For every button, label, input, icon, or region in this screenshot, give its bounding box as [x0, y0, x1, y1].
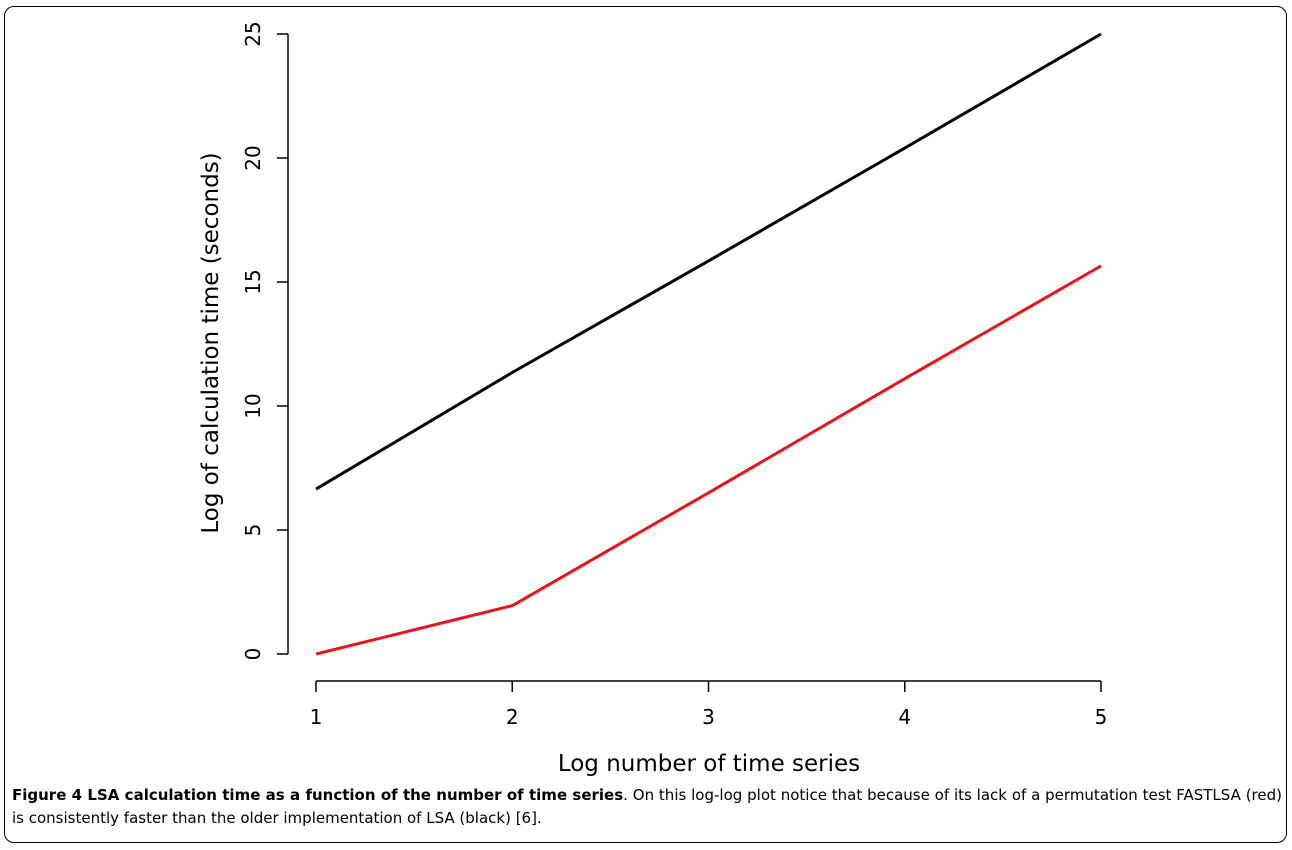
y-tick-label: 5: [241, 524, 265, 537]
y-tick-label: 15: [241, 269, 265, 294]
series-layer: [315, 32, 1102, 656]
series-line-2: [315, 264, 1102, 656]
x-tick-label: 4: [898, 705, 911, 729]
y-axis-title: Log of calculation time (seconds): [198, 152, 224, 533]
series-line-1: [315, 32, 1102, 491]
x-tick-label: 1: [310, 705, 323, 729]
x-axis: 1 2 3 4 5: [310, 680, 1108, 729]
x-tick-label: 5: [1095, 705, 1108, 729]
figure-caption: Figure 4 LSA calculation time as a funct…: [12, 784, 1282, 830]
x-tick-label: 3: [702, 705, 715, 729]
y-tick-label: 20: [241, 145, 265, 170]
caption-label: Figure 4 LSA calculation time as a funct…: [12, 786, 624, 804]
y-tick-label: 0: [241, 648, 265, 661]
line-chart: 0 5 10 15 20 25 1 2 3 4 5 Log number of time seri…: [198, 21, 1108, 777]
x-tick-label: 2: [506, 705, 519, 729]
x-axis-title: Log number of time series: [558, 751, 860, 777]
y-tick-label: 25: [241, 21, 265, 46]
y-axis: 0 5 10 15 20 25: [241, 21, 289, 661]
caption-text: . On this log-log plot notice that becau…: [12, 786, 1282, 827]
y-tick-label: 10: [241, 393, 265, 418]
figure-frame: [4, 6, 1287, 843]
